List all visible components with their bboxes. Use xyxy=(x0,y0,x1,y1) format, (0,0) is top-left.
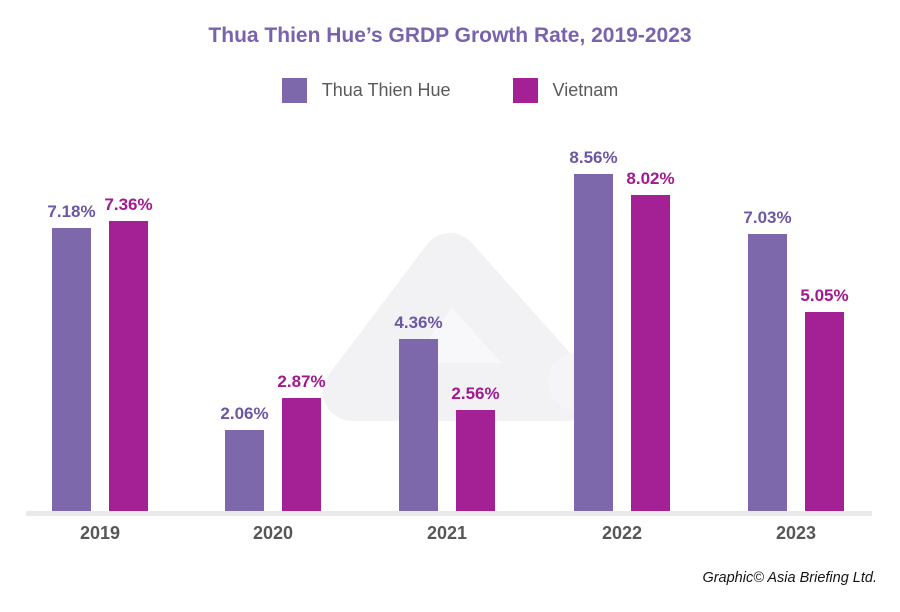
bar-value-label: 2.87% xyxy=(277,372,326,391)
legend-swatch-vietnam xyxy=(512,78,538,103)
legend-item-thua-thien-hue: Thua Thien Hue xyxy=(281,78,451,103)
x-axis-label-2022: 2022 xyxy=(601,523,643,543)
legend-swatch-thua-thien-hue xyxy=(281,78,307,103)
chart-title: Thua Thien Hue’s GRDP Growth Rate, 2019-… xyxy=(208,24,692,47)
chart-legend: Thua Thien Hue Vietnam xyxy=(0,78,900,103)
bar-value-label: 2.06% xyxy=(220,404,269,423)
bar-group-2022: 8.56% 8.02% xyxy=(569,148,675,511)
x-axis-label-2021: 2021 xyxy=(426,523,468,543)
bar-thua-thien-hue-2022: 8.56% xyxy=(569,148,618,511)
bar-group-2021: 4.36% 2.56% xyxy=(394,313,500,511)
bar-thua-thien-hue-2020: 2.06% xyxy=(220,404,269,511)
x-axis-line xyxy=(26,511,872,516)
footer-credit: Graphic© Asia Briefing Ltd. xyxy=(702,570,877,586)
bar-thua-thien-hue-2021: 4.36% xyxy=(394,313,443,511)
bar-vietnam-2023: 5.05% xyxy=(800,286,849,511)
bar-vietnam-2020: 2.87% xyxy=(277,372,326,511)
bar-value-label: 7.03% xyxy=(743,208,792,227)
bar-value-label: 8.56% xyxy=(569,148,618,167)
bar-value-label: 4.36% xyxy=(394,313,443,332)
legend-label: Vietnam xyxy=(552,80,619,100)
bar-vietnam-2022: 8.02% xyxy=(626,169,675,511)
bar-thua-thien-hue-2019: 7.18% xyxy=(47,202,96,511)
bar-group-2019: 7.18% 7.36% xyxy=(47,195,153,511)
bar-vietnam-2021: 2.56% xyxy=(451,384,500,511)
bar-value-label: 5.05% xyxy=(800,286,849,305)
bar-value-label: 7.36% xyxy=(104,195,153,214)
bar-thua-thien-hue-2023: 7.03% xyxy=(743,208,792,511)
bar-value-label: 8.02% xyxy=(626,169,675,188)
x-axis-label-2023: 2023 xyxy=(775,523,817,543)
x-axis-label-2020: 2020 xyxy=(252,523,294,543)
legend-label: Thua Thien Hue xyxy=(321,80,451,100)
legend-item-vietnam: Vietnam xyxy=(512,78,619,103)
bar-value-label: 7.18% xyxy=(47,202,96,221)
bar-group-2020: 2.06% 2.87% xyxy=(220,372,326,511)
x-axis-label-2019: 2019 xyxy=(79,523,121,543)
bar-vietnam-2019: 7.36% xyxy=(104,195,153,511)
bar-value-label: 2.56% xyxy=(451,384,500,403)
bar-group-2023: 7.03% 5.05% xyxy=(743,208,849,511)
